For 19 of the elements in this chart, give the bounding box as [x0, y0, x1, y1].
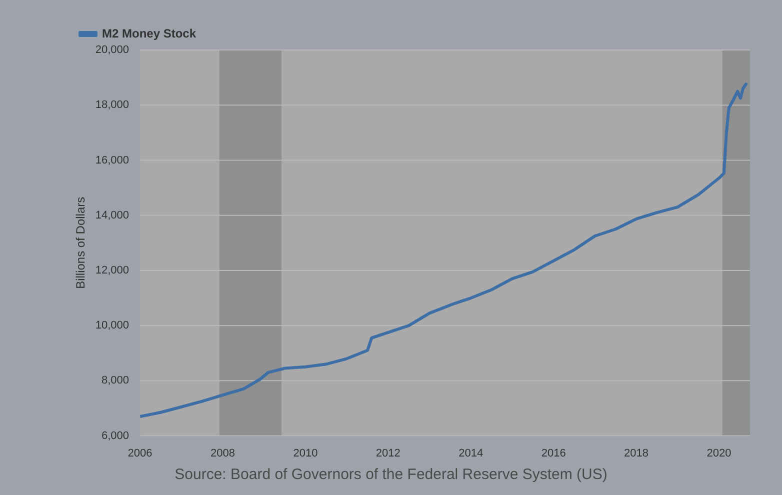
legend-label: M2 Money Stock — [102, 26, 196, 40]
x-tick-label: 2008 — [210, 447, 235, 460]
y-tick-label: 12,000 — [95, 264, 130, 276]
y-tick-label: 8,000 — [102, 374, 130, 387]
x-tick-label: 2020 — [706, 447, 732, 460]
y-tick-label: 16,000 — [95, 154, 130, 166]
x-tick-label: 2006 — [128, 447, 152, 460]
y-tick-label: 20,000 — [95, 44, 130, 56]
x-tick-label: 2012 — [376, 447, 400, 460]
y-tick-label: 10,000 — [95, 320, 130, 332]
x-tick-label: 2016 — [541, 447, 566, 460]
x-tick-label: 2010 — [293, 447, 318, 460]
source-note: Source: Board of Governors of the Federal Reserve System (US) — [174, 466, 608, 483]
y-tick-label: 6,000 — [102, 430, 130, 442]
y-tick-label: 18,000 — [95, 99, 130, 112]
x-tick-label: 2014 — [458, 447, 484, 460]
y-tick-label: 14,000 — [95, 209, 130, 222]
y-axis-title: Billions of Dollars — [74, 196, 88, 289]
x-tick-label: 2018 — [624, 447, 649, 460]
